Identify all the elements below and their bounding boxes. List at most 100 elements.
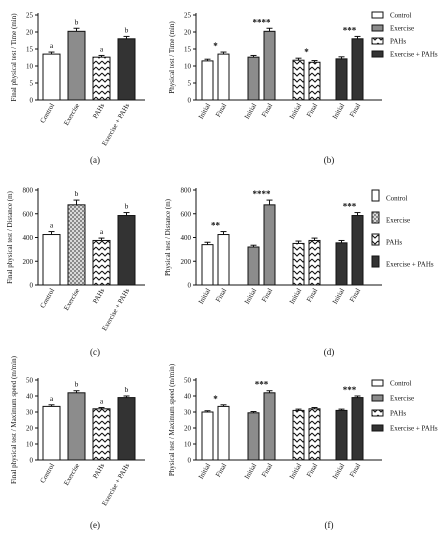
significance-stars: * [213, 394, 218, 404]
bar [67, 30, 86, 101]
x-tick-label: Initial [197, 102, 212, 121]
y-tick-label: 25 [184, 12, 192, 20]
x-tick-label: Initial [288, 287, 303, 306]
panel-caption: (f) [325, 520, 334, 530]
bar [201, 411, 214, 461]
legend-label: PAHs [386, 239, 402, 247]
bar [217, 234, 230, 286]
x-tick-label: Initial [243, 462, 258, 481]
x-tick-label: Final [260, 287, 274, 304]
significance-stars: **** [253, 189, 272, 199]
legend-swatch [371, 211, 380, 224]
legend-label: Exercise [386, 217, 410, 225]
y-tick-label: 25 [26, 12, 34, 20]
x-tick-label: PAHs [91, 287, 106, 305]
legend-swatch [371, 379, 384, 387]
bar [335, 58, 348, 101]
significance-letter: b [125, 385, 129, 394]
x-tick-label: Exercise + PAHs [100, 102, 131, 147]
legend-label: Exercise [390, 25, 414, 33]
legend-label: Exercise + PAHs [390, 425, 438, 433]
y-axis-label: Final physical test / Time (min) [10, 13, 18, 102]
significance-letter: a [100, 397, 104, 406]
panel-b: 0 5 10 15 20 25 Physical test / Time (min) Init… [168, 12, 382, 165]
legend-label: Control [390, 380, 411, 388]
y-tick-label: 10 [26, 63, 34, 71]
x-tick-label: Final [348, 287, 362, 304]
y-tick-label: 0 [30, 282, 34, 290]
bar [308, 61, 321, 101]
x-tick-label: Control [39, 287, 57, 310]
bar [308, 239, 321, 286]
y-tick-label: 400 [23, 234, 34, 242]
x-tick-label: Final [305, 102, 319, 119]
y-tick-label: 0 [188, 97, 192, 105]
legend-label: PAHs [390, 38, 406, 46]
bar [117, 215, 136, 286]
x-tick-label: Exercise + PAHs [100, 287, 131, 332]
panel-caption: (d) [324, 347, 335, 357]
bar [292, 59, 305, 101]
y-tick-label: 20 [26, 425, 34, 433]
x-tick-label: Exercise [62, 462, 81, 487]
x-tick-label: Initial [243, 102, 258, 121]
significance-letter: a [50, 41, 54, 50]
x-tick-label: PAHs [91, 102, 106, 120]
panel-caption: (e) [90, 520, 100, 530]
x-tick-label: Exercise [62, 287, 81, 312]
bar [247, 56, 260, 101]
bar [117, 38, 136, 101]
y-tick-label: 40 [26, 393, 34, 401]
y-tick-label: 200 [181, 258, 192, 266]
panel-e: 0 10 20 30 40 50 Final physical test / Maximum… [10, 355, 145, 530]
x-tick-label: PAHs [91, 462, 106, 480]
x-tick-label: Initial [197, 287, 212, 306]
panel-f: 0 10 20 30 40 50 Physical test / Maximum speed… [168, 363, 382, 530]
y-tick-label: 50 [184, 377, 192, 385]
y-tick-label: 200 [23, 258, 34, 266]
bar [351, 38, 364, 101]
x-tick-label: Final [260, 462, 274, 479]
significance-stars: *** [343, 25, 357, 35]
y-tick-label: 0 [30, 457, 34, 465]
significance-stars: * [304, 47, 309, 57]
x-tick-label: Initial [331, 462, 346, 481]
y-tick-label: 10 [184, 441, 192, 449]
bar [351, 397, 364, 461]
x-tick-label: Initial [331, 102, 346, 121]
significance-letter: b [75, 189, 79, 198]
legend-label: PAHs [390, 410, 406, 418]
bar [351, 215, 364, 286]
legend-label: Exercise [390, 395, 414, 403]
y-tick-label: 20 [184, 425, 192, 433]
legend-swatch [371, 233, 380, 246]
legend-swatch [371, 11, 384, 19]
x-tick-label: Final [260, 102, 274, 119]
legend: Control Exercise PAHs Exercise + PAHs [371, 11, 438, 59]
panel-caption: (c) [90, 347, 100, 357]
x-tick-label: Exercise [62, 102, 81, 127]
significance-letter: b [125, 25, 129, 34]
x-tick-label: Control [39, 102, 57, 125]
bar [42, 53, 61, 101]
significance-stars: *** [255, 380, 269, 390]
x-tick-label: Final [305, 462, 319, 479]
y-tick-label: 30 [26, 409, 34, 417]
y-tick-label: 15 [26, 46, 34, 54]
panel-c: 0 200 400 600 800 Final physical test / Dista… [6, 187, 145, 357]
significance-letter: b [75, 380, 79, 389]
panel-caption: (a) [90, 155, 100, 165]
y-tick-label: 15 [184, 46, 192, 54]
panel-d: 0 200 400 600 800 Physical test / Distance (m… [164, 187, 382, 357]
y-axis-label: Final physical test / Maximum speed (m/m… [10, 355, 18, 484]
bar [263, 30, 276, 101]
y-tick-label: 10 [26, 441, 34, 449]
y-tick-label: 5 [188, 80, 192, 88]
y-tick-label: 0 [188, 282, 192, 290]
significance-stars: ** [211, 221, 221, 231]
significance-letter: b [125, 202, 129, 211]
y-tick-label: 40 [184, 393, 192, 401]
legend-label: Exercise + PAHs [390, 51, 438, 59]
x-tick-label: Initial [197, 462, 212, 481]
